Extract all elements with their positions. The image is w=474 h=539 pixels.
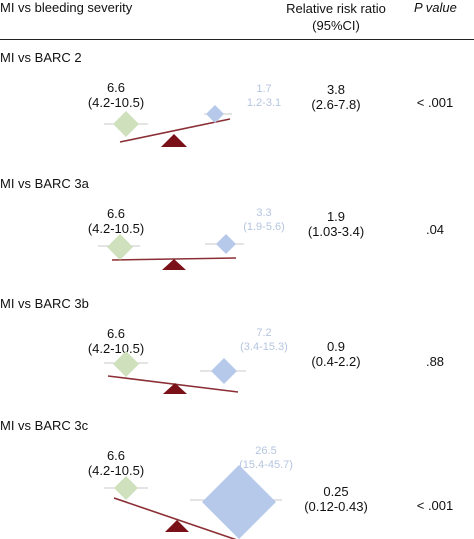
header-rr: Relative risk ratio (95%CI) bbox=[285, 0, 387, 34]
fulcrum-icon bbox=[162, 259, 186, 270]
row-title: MI vs BARC 2 bbox=[0, 50, 82, 65]
bleeding-estimate: 1.7 1.2-3.1 bbox=[224, 82, 304, 110]
row-title: MI vs BARC 3c bbox=[0, 418, 89, 433]
header-rr-line1: Relative risk ratio bbox=[286, 1, 386, 16]
risk-ratio: 0.9 (0.4-2.2) bbox=[285, 339, 387, 369]
p-value: < .001 bbox=[416, 95, 454, 110]
scale-beam bbox=[107, 375, 239, 393]
fulcrum-icon bbox=[165, 520, 189, 532]
mi-estimate: 6.6 (4.2-10.5) bbox=[76, 206, 156, 236]
rr-ci: (0.4-2.2) bbox=[311, 354, 361, 369]
mi-estimate: 6.6 (4.2-10.5) bbox=[76, 448, 156, 478]
rr-value: 3.8 bbox=[326, 82, 346, 97]
mi-estimate: 6.6 (4.2-10.5) bbox=[76, 80, 156, 110]
fulcrum-icon bbox=[161, 134, 187, 147]
row-title: MI vs BARC 3a bbox=[0, 176, 89, 191]
bleeding-estimate: 7.2 (3.4-15.3) bbox=[224, 326, 304, 354]
comparison-row-barc2: MI vs BARC 2 6.6 (4.2-10.5) 1.7 1.2-3.1 … bbox=[0, 50, 474, 170]
risk-ratio: 1.9 (1.03-3.4) bbox=[285, 209, 387, 239]
bleeding-ci: 1.2-3.1 bbox=[246, 97, 282, 109]
p-value: .88 bbox=[425, 354, 445, 369]
risk-ratio: 0.25 (0.12-0.43) bbox=[285, 484, 387, 514]
mi-diamond bbox=[107, 234, 133, 260]
rr-ci: (2.6-7.8) bbox=[311, 97, 361, 112]
balance-scale bbox=[98, 234, 244, 270]
bleeding-estimate: 3.3 (1.9-5.6) bbox=[224, 206, 304, 234]
scale-beam bbox=[113, 497, 237, 539]
header-p-value: P value bbox=[414, 0, 457, 15]
p-value: .04 bbox=[425, 222, 445, 237]
rr-ci: (0.12-0.43) bbox=[304, 499, 368, 514]
bleeding-diamond bbox=[211, 358, 237, 384]
mi-ci: (4.2-10.5) bbox=[87, 341, 145, 356]
bleeding-value: 26.5 bbox=[255, 445, 277, 457]
row-title: MI vs BARC 3b bbox=[0, 296, 89, 311]
header-title: MI vs bleeding severity bbox=[0, 0, 133, 15]
balance-scale bbox=[104, 105, 232, 147]
comparison-row-barc3b: MI vs BARC 3b 6.6 (4.2-10.5) 7.2 (3.4-15… bbox=[0, 296, 474, 416]
mi-ci: (4.2-10.5) bbox=[87, 95, 145, 110]
comparison-row-barc3c: MI vs BARC 3c 6.6 (4.2-10.5) 26.5 (15.4-… bbox=[0, 418, 474, 539]
bleeding-diamond bbox=[202, 465, 276, 539]
bleeding-value: 1.7 bbox=[256, 83, 272, 95]
bleeding-ci: (3.4-15.3) bbox=[240, 341, 288, 353]
comparison-row-barc3a: MI vs BARC 3a 6.6 (4.2-10.5) 3.3 (1.9-5.… bbox=[0, 176, 474, 296]
bleeding-diamond bbox=[206, 105, 224, 123]
rr-value: 0.9 bbox=[326, 339, 346, 354]
bleeding-value: 7.2 bbox=[256, 327, 272, 339]
mi-value: 6.6 bbox=[106, 326, 126, 341]
bleeding-estimate: 26.5 (15.4-45.7) bbox=[226, 444, 306, 472]
mi-value: 6.6 bbox=[106, 80, 126, 95]
balance-scale bbox=[104, 465, 282, 539]
fulcrum-icon bbox=[163, 383, 187, 394]
bleeding-value: 3.3 bbox=[256, 207, 272, 219]
mi-diamond bbox=[113, 111, 139, 137]
scale-beam bbox=[119, 118, 231, 143]
mi-diamond bbox=[114, 476, 138, 500]
mi-diamond bbox=[113, 351, 139, 377]
bleeding-ci: (15.4-45.7) bbox=[239, 459, 293, 471]
header-rr-line2: (95%CI) bbox=[312, 18, 360, 33]
mi-estimate: 6.6 (4.2-10.5) bbox=[76, 326, 156, 356]
rr-ci: (1.03-3.4) bbox=[307, 224, 365, 239]
rr-value: 0.25 bbox=[323, 484, 349, 499]
risk-ratio: 3.8 (2.6-7.8) bbox=[285, 82, 387, 112]
bleeding-diamond bbox=[216, 234, 236, 254]
mi-ci: (4.2-10.5) bbox=[87, 221, 145, 236]
balance-scale bbox=[104, 351, 246, 394]
header-divider bbox=[0, 39, 474, 40]
mi-value: 6.6 bbox=[106, 206, 126, 221]
p-value: < .001 bbox=[416, 498, 454, 513]
bleeding-ci: (1.9-5.6) bbox=[243, 221, 285, 233]
mi-value: 6.6 bbox=[106, 448, 126, 463]
rr-value: 1.9 bbox=[326, 209, 346, 224]
mi-ci: (4.2-10.5) bbox=[87, 463, 145, 478]
